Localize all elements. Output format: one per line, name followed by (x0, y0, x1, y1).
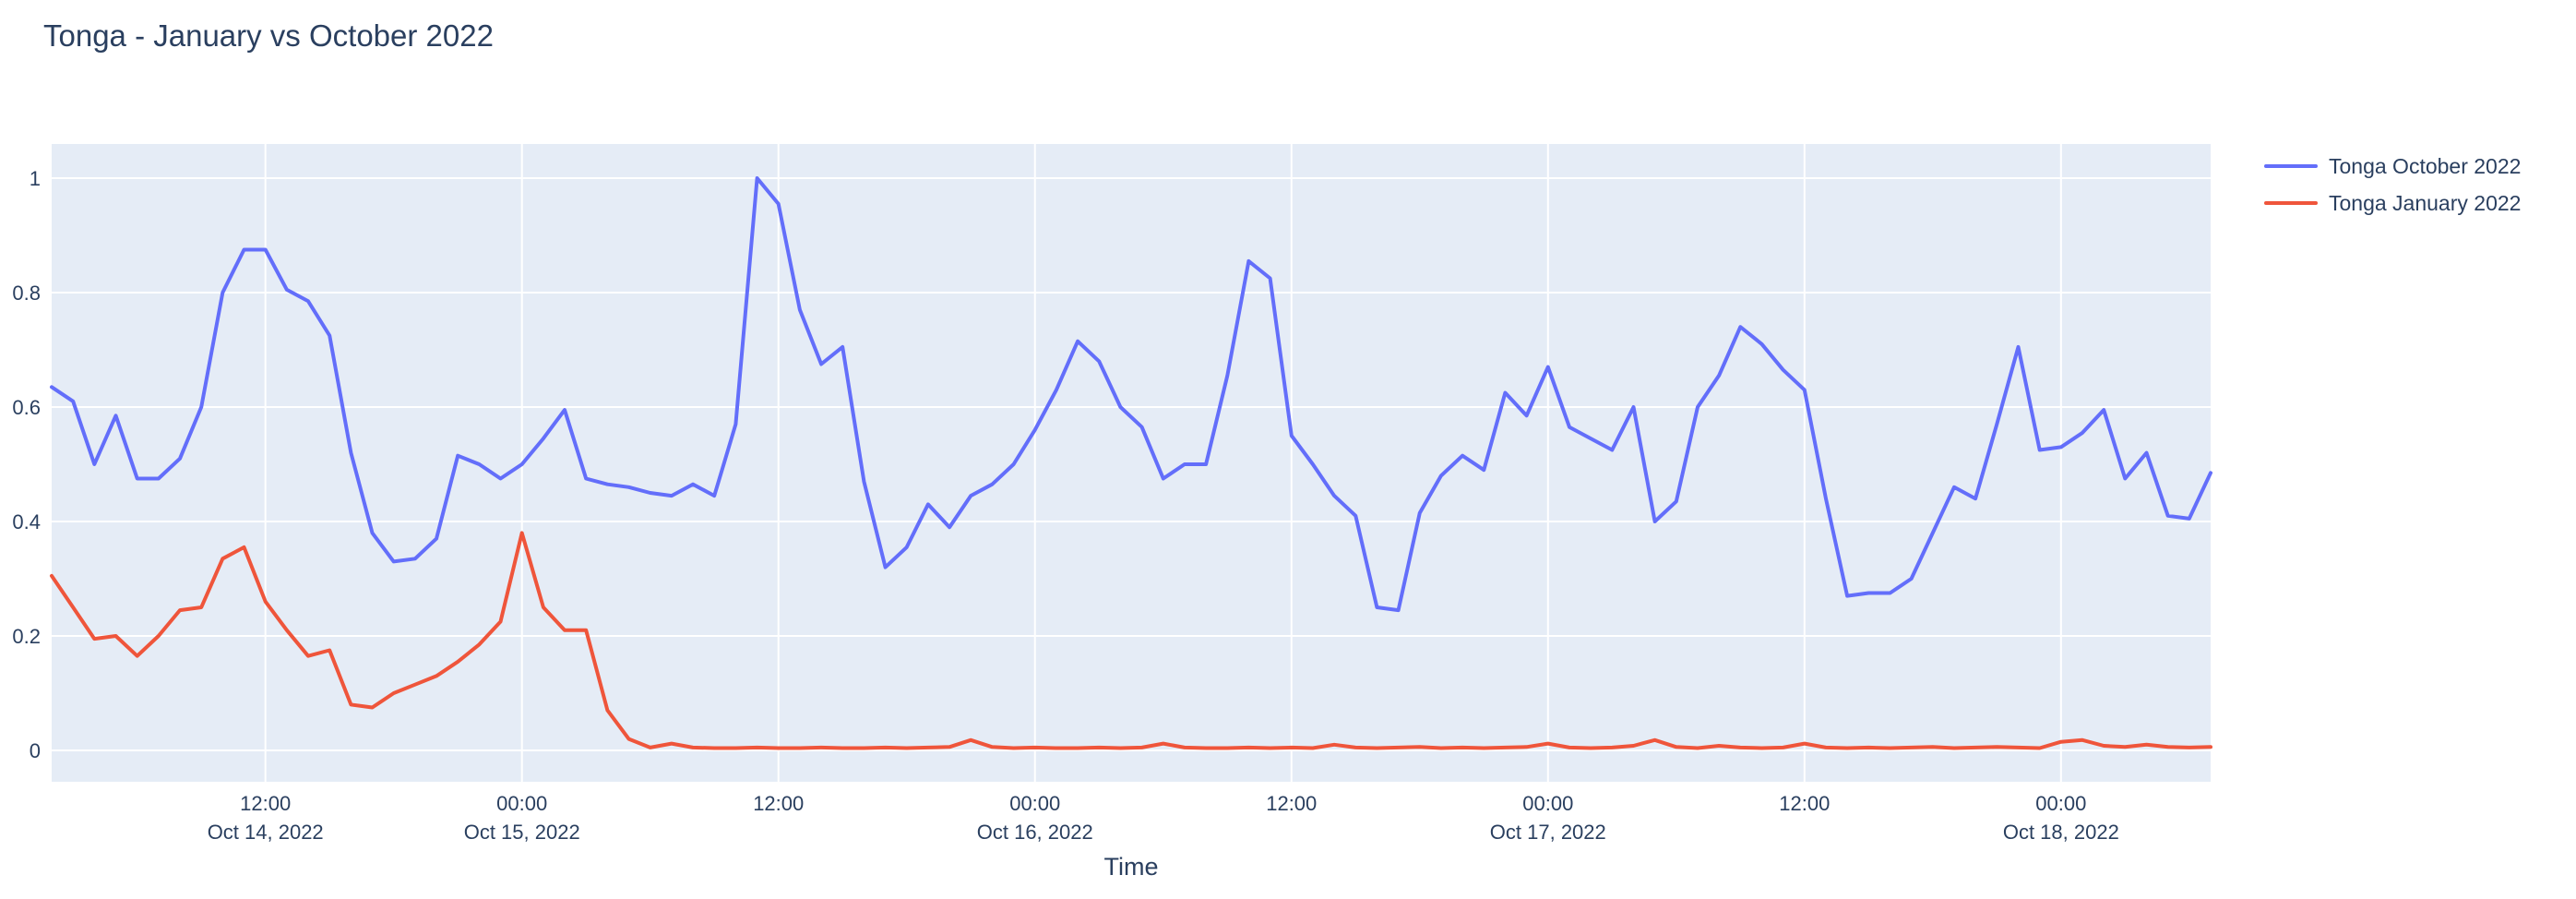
plot-panel[interactable] (52, 144, 2211, 782)
y-tick-label: 0.4 (12, 510, 41, 533)
legend-item-tonga-january-2022[interactable]: Tonga January 2022 (2264, 190, 2521, 216)
legend-label: Tonga January 2022 (2329, 190, 2522, 215)
x-tick-date-label: Oct 14, 2022 (208, 821, 324, 844)
x-tick-date-label: Oct 16, 2022 (977, 821, 1093, 844)
legend-line-swatch-january (2264, 201, 2318, 205)
x-axis-title: Time (1103, 853, 1159, 881)
x-tick-date-label: Oct 15, 2022 (464, 821, 580, 844)
legend-item-tonga-october-2022[interactable]: Tonga October 2022 (2264, 153, 2521, 179)
x-tick-time-label: 00:00 (496, 792, 547, 815)
legend-line-swatch-october (2264, 164, 2318, 168)
y-tick-label: 0.6 (12, 396, 41, 419)
y-tick-label: 0 (30, 739, 41, 762)
x-tick-time-label: 12:00 (753, 792, 804, 815)
x-tick-date-label: Oct 17, 2022 (1490, 821, 1606, 844)
x-tick-time-label: 12:00 (240, 792, 291, 815)
legend: Tonga October 2022 Tonga January 2022 (2264, 153, 2521, 216)
legend-label: Tonga October 2022 (2329, 153, 2522, 178)
chart-title: Tonga - January vs October 2022 (43, 18, 494, 53)
x-tick-time-label: 00:00 (1522, 792, 1573, 815)
x-tick-time-label: 12:00 (1779, 792, 1830, 815)
y-tick-label: 0.8 (12, 282, 41, 305)
trace-tonga-october-2022[interactable] (50, 176, 2212, 613)
x-tick-time-label: 12:00 (1266, 792, 1317, 815)
y-tick-label: 1 (30, 167, 41, 190)
x-tick-time-label: 00:00 (2035, 792, 2086, 815)
trace-tonga-january-2022[interactable] (50, 531, 2212, 750)
x-tick-time-label: 00:00 (1009, 792, 1060, 815)
y-tick-label: 0.2 (12, 625, 41, 648)
x-tick-date-label: Oct 18, 2022 (2003, 821, 2119, 844)
